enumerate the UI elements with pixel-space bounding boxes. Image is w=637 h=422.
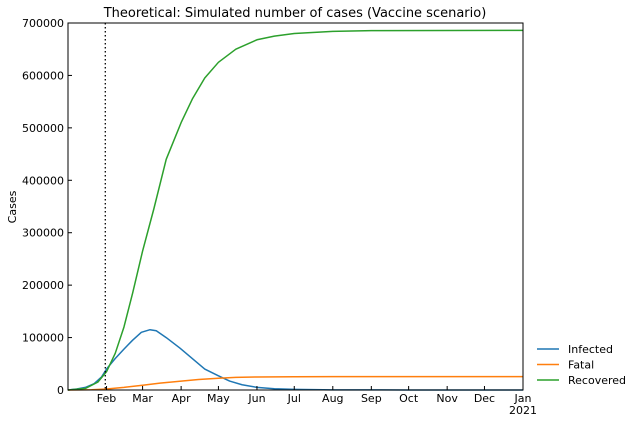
y-tick-label: 500000 [22,122,64,135]
chart-title: Theoretical: Simulated number of cases (… [103,6,487,21]
y-tick-label: 100000 [22,332,64,345]
x-tick-label: Feb [97,392,116,405]
x-tick-label: Sep [361,392,382,405]
y-tick-label: 700000 [22,17,64,30]
y-tick-label: 400000 [22,174,64,187]
series-line-fatal [67,375,524,391]
x-tick-label: Oct [399,392,419,405]
y-axis-label: Cases [6,190,19,223]
x-tick-label: Dec [474,392,495,405]
y-tick-label: 0 [57,384,64,397]
x-tick-label: Aug [322,392,343,405]
y-tick-label: 600000 [22,69,64,82]
x-tick-label: Apr [172,392,192,405]
x-tick-label: Nov [436,392,458,405]
legend-label-infected: Infected [568,343,613,356]
legend: Infected Fatal Recovered [537,343,626,387]
x-tick-label: Mar [132,392,153,405]
x-tick-label: Jan [514,392,532,405]
legend-label-recovered: Recovered [568,374,626,387]
y-tick-label: 200000 [22,279,64,292]
plot-area: 0 100000 200000 300000 400000 500000 600000 700… [22,17,537,417]
series-line-infected [67,328,524,391]
x-tick-label: Jul [287,392,301,405]
x-tick-label: May [207,392,230,405]
x-tick-label: Jun [247,392,265,405]
legend-label-fatal: Fatal [568,359,594,372]
y-tick-label: 300000 [22,227,64,240]
x-tick-year-label: 2021 [509,404,537,417]
axes-frame [67,22,524,391]
series-line-recovered [67,29,524,391]
